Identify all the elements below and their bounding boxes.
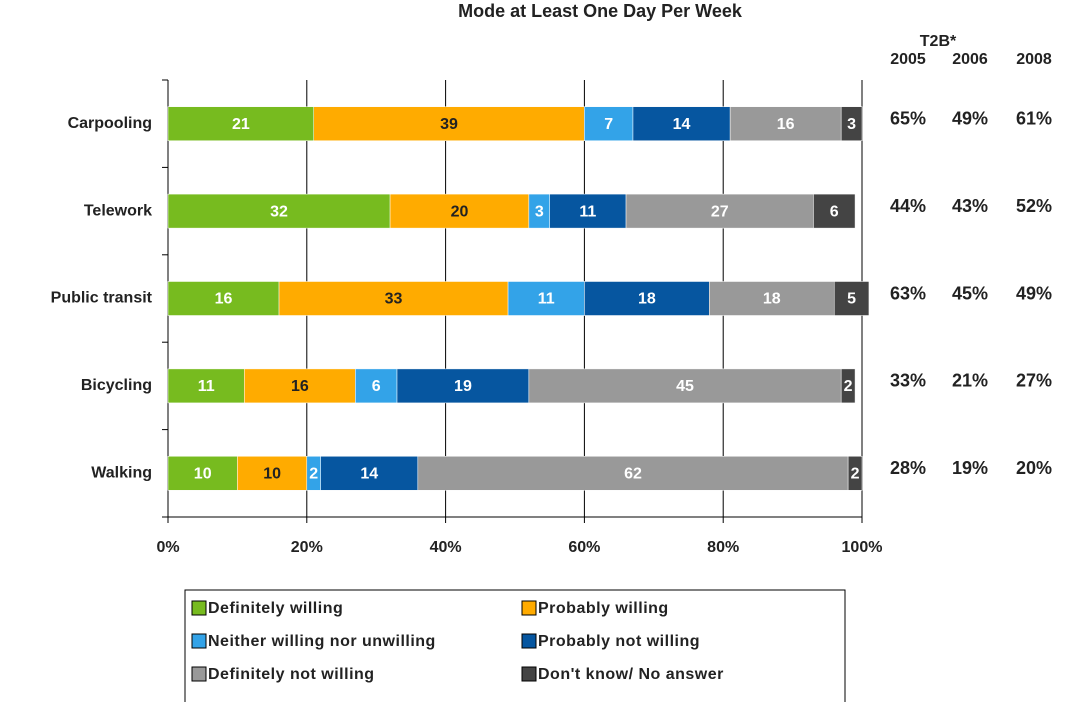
bar-segment: [840, 106, 863, 141]
data-label: 2: [844, 378, 853, 395]
t2b-value: 45%: [952, 283, 988, 303]
legend-label: Neither willing nor unwilling: [208, 633, 436, 650]
data-label: 19: [454, 378, 472, 395]
bar-segment: [320, 456, 419, 491]
data-label: 16: [215, 291, 233, 308]
t2b-year: 2005: [890, 51, 926, 68]
bar-segment: [167, 368, 245, 404]
x-tick-label: 60%: [568, 539, 600, 556]
y-tick-label: Public transit: [51, 290, 153, 307]
bar-segment: [389, 193, 530, 229]
bar-segment: [847, 456, 863, 491]
bar-segment: [584, 106, 634, 141]
t2b-value: 49%: [952, 108, 988, 128]
bar-segment: [278, 281, 509, 316]
data-label: 14: [673, 116, 691, 133]
bar-segment: [625, 193, 814, 229]
bar-segment: [167, 281, 280, 316]
bar-segment: [237, 456, 308, 491]
data-label: 18: [638, 291, 656, 308]
data-label: 10: [263, 466, 281, 483]
data-label: 62: [624, 466, 642, 483]
t2b-value: 61%: [1016, 108, 1052, 128]
legend-swatch: [521, 666, 537, 682]
data-label: 18: [763, 291, 781, 308]
y-tick-label: Bicycling: [81, 377, 152, 394]
legend-swatch: [521, 633, 537, 649]
chart-title: Mode at Least One Day Per Week: [458, 1, 743, 21]
bar-segment: [167, 193, 391, 229]
bar-segment: [507, 281, 585, 316]
bar-segment: [833, 281, 870, 316]
legend-label: Probably not willing: [538, 633, 700, 650]
t2b-title: T2B*: [920, 33, 957, 50]
legend-label: Probably willing: [538, 600, 669, 617]
t2b-value: 63%: [890, 283, 926, 303]
data-label: 11: [579, 203, 596, 220]
data-label: 3: [535, 203, 544, 220]
t2b-year: 2006: [952, 51, 988, 68]
bar-segment: [709, 281, 835, 316]
data-label: 10: [194, 466, 212, 483]
t2b-value: 52%: [1016, 196, 1052, 216]
legend-label: Definitely not willing: [208, 666, 375, 683]
data-label: 33: [385, 291, 403, 308]
bar-segment: [355, 368, 398, 404]
t2b-value: 28%: [890, 458, 926, 478]
y-tick-label: Telework: [84, 202, 152, 219]
data-label: 7: [604, 116, 613, 133]
data-label: 32: [270, 203, 288, 220]
bar-segment: [528, 368, 842, 404]
bar-segment: [584, 281, 710, 316]
t2b-value: 19%: [952, 458, 988, 478]
data-label: 20: [451, 203, 469, 220]
t2b-value: 44%: [890, 196, 926, 216]
data-label: 11: [198, 378, 215, 395]
x-tick-label: 0%: [156, 539, 179, 556]
legend-box: [184, 589, 846, 702]
t2b-year: 2008: [1016, 51, 1052, 68]
data-label: 27: [711, 203, 729, 220]
t2b-value: 21%: [952, 371, 988, 391]
bar-segment: [729, 106, 842, 141]
data-label: 2: [309, 466, 318, 483]
legend-label: Definitely willing: [208, 600, 343, 617]
data-label: 11: [538, 291, 555, 308]
t2b-value: 65%: [890, 108, 926, 128]
bar-segment: [813, 193, 856, 229]
x-tick-label: 100%: [842, 539, 883, 556]
data-label: 21: [232, 116, 250, 133]
t2b-value: 33%: [890, 371, 926, 391]
bar-segment: [840, 368, 856, 404]
data-label: 3: [847, 116, 856, 133]
t2b-value: 27%: [1016, 371, 1052, 391]
data-label: 16: [291, 378, 309, 395]
data-label: 6: [830, 203, 839, 220]
bar-segment: [417, 456, 849, 491]
t2b-value: 20%: [1016, 458, 1052, 478]
bar-segment: [167, 106, 314, 141]
bar-segment: [313, 106, 585, 141]
x-tick-label: 80%: [707, 539, 739, 556]
data-label: 6: [372, 378, 381, 395]
legend-label: Don't know/ No answer: [538, 666, 724, 683]
t2b-value: 49%: [1016, 283, 1052, 303]
legend-swatch: [191, 600, 207, 616]
legend-swatch: [521, 600, 537, 616]
data-label: 45: [676, 378, 694, 395]
data-label: 16: [777, 116, 795, 133]
data-label: 39: [440, 116, 458, 133]
t2b-value: 43%: [952, 196, 988, 216]
legend-swatch: [191, 633, 207, 649]
data-label: 5: [847, 291, 856, 308]
data-label: 2: [851, 466, 860, 483]
legend-swatch: [191, 666, 207, 682]
y-tick-label: Walking: [91, 465, 152, 482]
bar-segment: [549, 193, 627, 229]
y-tick-label: Carpooling: [68, 115, 152, 132]
data-label: 14: [360, 466, 378, 483]
x-tick-label: 40%: [430, 539, 462, 556]
x-tick-label: 20%: [291, 539, 323, 556]
